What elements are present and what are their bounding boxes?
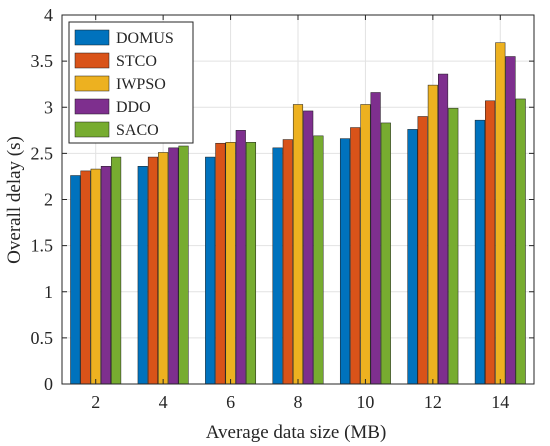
bar-saco-2: [111, 156, 122, 385]
legend-swatch-stco: [74, 52, 110, 69]
bars-layer: [70, 42, 526, 385]
bar-iwpso-12: [427, 84, 438, 385]
bar-stco-2: [80, 170, 91, 385]
y-axis-label: Overall delay (s): [4, 136, 25, 264]
bar-stco-10: [350, 127, 361, 385]
x-tick-label: 6: [226, 392, 235, 412]
bar-domus-4: [137, 166, 148, 385]
bar-stco-12: [417, 116, 428, 385]
legend-label-saco: SACO: [116, 122, 159, 139]
legend-label-stco: STCO: [116, 53, 157, 70]
legend-swatch-iwpso: [74, 75, 110, 92]
legend-label-iwpso: IWPSO: [116, 76, 166, 93]
legend-label-ddo: DDO: [116, 99, 151, 116]
y-tick-label: 3.5: [31, 51, 54, 71]
bar-iwpso-6: [225, 142, 236, 385]
bar-ddo-6: [235, 130, 246, 385]
x-tick-label: 12: [424, 392, 442, 412]
bar-ddo-4: [168, 147, 179, 385]
axes-layer: 0 0.5 1 1.5 2 2.5 3 3.5 4 2 4 6 8 10 12 14: [31, 5, 535, 412]
y-tick-label: 3: [44, 97, 53, 117]
x-tick-label: 10: [356, 392, 374, 412]
y-tick-label: 1.5: [31, 236, 54, 256]
bar-domus-8: [272, 147, 283, 385]
bar-domus-10: [339, 138, 351, 385]
bar-domus-14: [474, 119, 485, 385]
bar-stco-14: [485, 100, 496, 385]
legend-swatch-domus: [74, 29, 110, 46]
legend-swatch-saco: [74, 121, 110, 138]
bar-saco-4: [178, 145, 189, 385]
bar-ddo-12: [438, 73, 449, 385]
x-tick-label: 14: [491, 392, 509, 412]
y-tick-label: 0.5: [31, 328, 54, 348]
bar-iwpso-14: [495, 42, 506, 385]
bar-iwpso-2: [90, 168, 101, 385]
x-tick-label: 2: [91, 392, 100, 412]
bar-iwpso-10: [360, 104, 371, 385]
y-tick-label: 1: [44, 282, 53, 302]
bar-saco-8: [313, 135, 324, 385]
bar-stco-8: [282, 139, 293, 385]
bar-domus-12: [407, 129, 418, 385]
y-tick-label: 0: [44, 374, 53, 394]
bar-ddo-10: [370, 92, 381, 385]
bar-saco-6: [245, 142, 257, 385]
x-tick-label: 4: [159, 392, 168, 412]
bar-ddo-14: [505, 56, 516, 385]
legend: DOMUS STCO IWPSO DDO SACO: [68, 21, 194, 144]
y-tick-label: 2.5: [31, 143, 54, 163]
bar-domus-6: [205, 156, 216, 385]
bar-ddo-2: [100, 166, 111, 385]
bar-saco-14: [515, 98, 526, 385]
bar-saco-10: [380, 122, 391, 385]
bar-stco-6: [215, 142, 226, 385]
bar-domus-2: [70, 175, 81, 385]
bar-stco-4: [147, 156, 158, 385]
bar-iwpso-8: [292, 104, 304, 385]
bar-iwpso-4: [158, 152, 169, 385]
legend-label-domus: DOMUS: [116, 30, 174, 47]
y-tick-label: 4: [44, 5, 53, 25]
x-tick-label: 8: [294, 392, 303, 412]
y-tick-label: 2: [44, 190, 53, 210]
x-axis-label: Average data size (MB): [206, 422, 387, 443]
bar-saco-12: [448, 107, 459, 385]
legend-swatch-ddo: [74, 98, 110, 115]
bar-ddo-8: [303, 110, 314, 385]
